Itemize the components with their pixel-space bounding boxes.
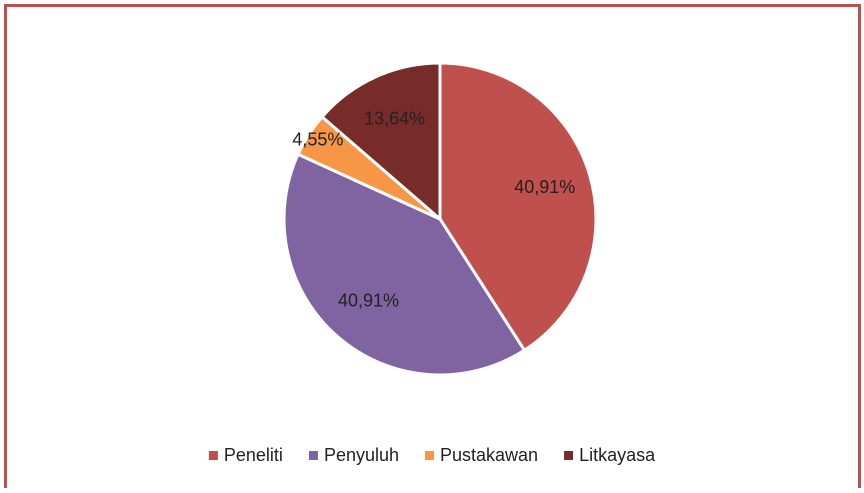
- legend-label: Litkayasa: [579, 445, 656, 465]
- data-label: 4,55%: [292, 129, 343, 149]
- legend-swatch: [564, 451, 574, 460]
- data-label: 40,91%: [514, 177, 575, 197]
- legend-label: Peneliti: [224, 445, 283, 465]
- frame: [4, 4, 861, 492]
- legend-swatch: [308, 451, 318, 460]
- legend-swatch: [425, 451, 434, 460]
- pie-slice: [282, 152, 526, 377]
- data-label: 40,91%: [338, 290, 399, 310]
- legend-label: Pustakawan: [440, 445, 538, 465]
- legend-swatch: [208, 451, 218, 460]
- data-label: 13,64%: [364, 108, 425, 128]
- legend-label: Penyuluh: [324, 445, 399, 465]
- pie-slice: [320, 61, 442, 221]
